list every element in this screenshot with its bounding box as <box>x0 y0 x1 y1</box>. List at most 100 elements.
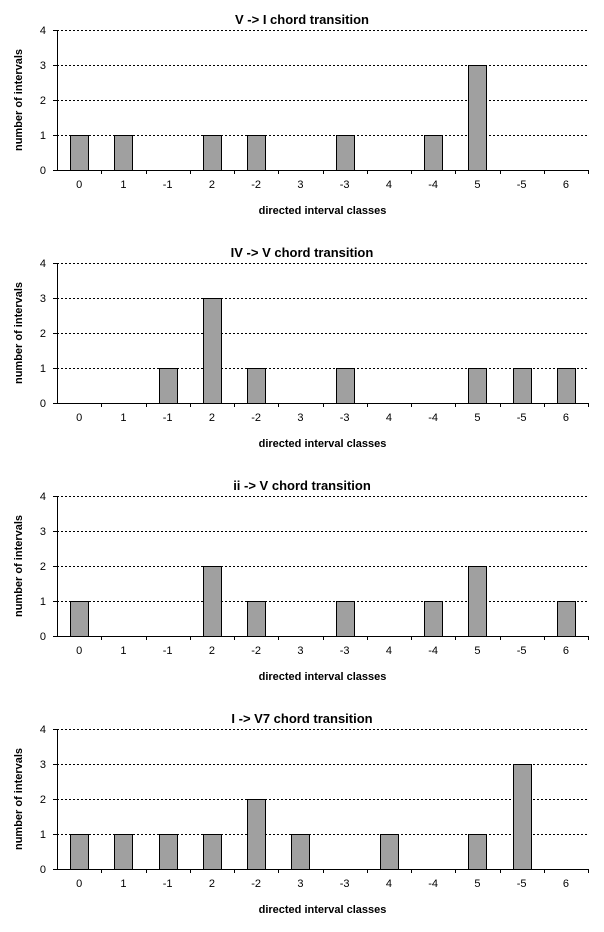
x-tick-label: 5 <box>474 878 480 890</box>
bar <box>70 135 89 171</box>
x-tick-label: 1 <box>120 645 126 657</box>
x-tick-label: 0 <box>76 645 82 657</box>
bar <box>468 368 487 404</box>
x-tick-label: 6 <box>563 179 569 191</box>
bar <box>424 135 443 171</box>
y-tick-label: 0 <box>40 165 46 177</box>
y-tick-label: 4 <box>40 724 46 736</box>
chart-title: V -> I chord transition <box>235 12 369 27</box>
x-tick-label: 2 <box>209 412 215 424</box>
x-tick-label: 5 <box>474 645 480 657</box>
bar <box>247 368 266 404</box>
x-tick-label: 2 <box>209 179 215 191</box>
y-tick-label: 3 <box>40 293 46 305</box>
bar <box>336 368 355 404</box>
x-tick-label: -1 <box>163 179 173 191</box>
x-tick-label: 2 <box>209 645 215 657</box>
x-tick-label: -2 <box>251 179 261 191</box>
bar <box>70 601 89 637</box>
bar <box>203 566 222 637</box>
x-tick-label: -2 <box>251 412 261 424</box>
x-tick-label: -5 <box>517 412 527 424</box>
chart-1: V -> I chord transition 0 1 2 3 4 0 1 -1 2 -2 3 -3 4 -… <box>13 12 589 217</box>
bar <box>70 834 89 870</box>
y-tick-label: 2 <box>40 561 46 573</box>
bar <box>468 566 487 637</box>
x-tick-label: 3 <box>297 645 303 657</box>
x-tick-label: 1 <box>120 412 126 424</box>
y-tick-label: 0 <box>40 864 46 876</box>
bar <box>336 601 355 637</box>
x-tick-label: -3 <box>340 645 350 657</box>
bar <box>513 764 532 870</box>
y-tick-label: 4 <box>40 258 46 270</box>
bar <box>380 834 399 870</box>
x-tick-label: 3 <box>297 878 303 890</box>
y-tick-label: 2 <box>40 328 46 340</box>
bar <box>468 65 487 171</box>
x-tick-label: 0 <box>76 412 82 424</box>
x-tick-label: -3 <box>340 878 350 890</box>
chart-title: IV -> V chord transition <box>231 245 374 260</box>
x-tick-label: -1 <box>163 878 173 890</box>
x-tick-label: -3 <box>340 412 350 424</box>
y-tick-label: 0 <box>40 398 46 410</box>
x-tick-label: -1 <box>163 412 173 424</box>
x-tick-label: 1 <box>120 179 126 191</box>
x-tick-label: 5 <box>474 179 480 191</box>
x-tick-label: 6 <box>563 878 569 890</box>
x-tick-label: 5 <box>474 412 480 424</box>
x-tick-label: -4 <box>428 179 438 191</box>
chart-panel-1: V -> I chord transition 0 1 2 3 4 0 1 -1 2 -2 3 -3 4 -… <box>0 0 604 233</box>
x-axis-label: directed interval classes <box>259 904 387 916</box>
y-tick-label: 3 <box>40 759 46 771</box>
y-tick-label: 4 <box>40 491 46 503</box>
y-axis-label: number of intervals <box>13 748 25 850</box>
x-tick-label: 1 <box>120 878 126 890</box>
bar <box>114 834 133 870</box>
bar <box>247 799 266 870</box>
bar <box>424 601 443 637</box>
bar <box>468 834 487 870</box>
x-tick-label: -2 <box>251 878 261 890</box>
bar <box>114 135 133 171</box>
bar <box>203 834 222 870</box>
chart-3: ii -> V chord transition 0 1 2 3 4 0 1 -1 2 -2 3 -3 4… <box>13 478 589 683</box>
chart-panel-4: I -> V7 chord transition 0 1 2 3 4 0 1 -1 2 -2 3 -3 4… <box>0 699 604 932</box>
x-tick-label: 4 <box>386 878 392 890</box>
x-tick-label: 4 <box>386 179 392 191</box>
bar <box>513 368 532 404</box>
y-axis-label: number of intervals <box>13 282 25 384</box>
chart-2: IV -> V chord transition 0 1 2 3 4 0 1 -1 2 -2 3 -3 4… <box>13 245 589 450</box>
x-tick-label: -5 <box>517 179 527 191</box>
chart-4: I -> V7 chord transition 0 1 2 3 4 0 1 -1 2 -2 3 -3 4… <box>13 711 589 916</box>
x-tick-label: 6 <box>563 645 569 657</box>
bar <box>203 298 222 404</box>
y-axis-label: number of intervals <box>13 49 25 151</box>
x-tick-label: -2 <box>251 645 261 657</box>
x-tick-label: 0 <box>76 878 82 890</box>
chart-title: ii -> V chord transition <box>233 478 371 493</box>
x-tick-label: 0 <box>76 179 82 191</box>
y-tick-label: 3 <box>40 60 46 72</box>
x-tick-label: -5 <box>517 645 527 657</box>
y-tick-label: 1 <box>40 829 46 841</box>
bar <box>203 135 222 171</box>
bar <box>159 834 178 870</box>
bar <box>247 135 266 171</box>
x-axis-label: directed interval classes <box>259 671 387 683</box>
x-tick-label: -4 <box>428 412 438 424</box>
x-tick-label: 3 <box>297 412 303 424</box>
bar <box>247 601 266 637</box>
x-tick-label: -3 <box>340 179 350 191</box>
x-tick-label: 4 <box>386 412 392 424</box>
x-tick-label: 4 <box>386 645 392 657</box>
x-tick-label: 6 <box>563 412 569 424</box>
y-axis-label: number of intervals <box>13 515 25 617</box>
chart-panel-3: ii -> V chord transition 0 1 2 3 4 0 1 -1 2 -2 3 -3 4… <box>0 466 604 699</box>
y-tick-label: 1 <box>40 596 46 608</box>
x-tick-label: -4 <box>428 645 438 657</box>
x-tick-label: 3 <box>297 179 303 191</box>
bar <box>291 834 310 870</box>
bar <box>159 368 178 404</box>
